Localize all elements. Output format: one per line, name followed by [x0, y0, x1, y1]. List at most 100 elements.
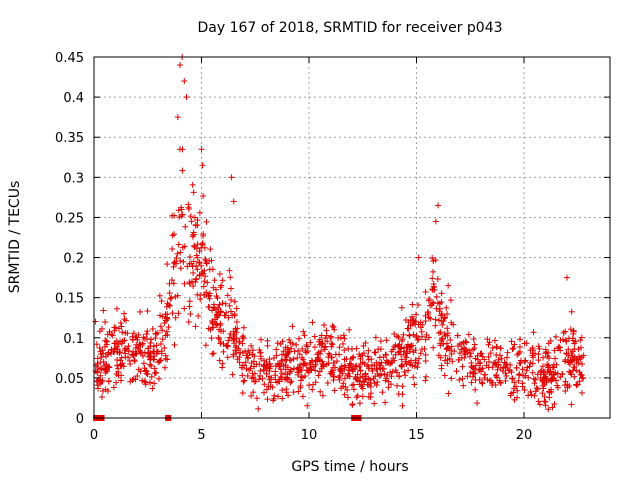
data-point [162, 311, 169, 318]
data-point [248, 342, 255, 349]
data-point [395, 334, 402, 341]
data-point [227, 308, 234, 315]
data-point [371, 349, 378, 356]
data-point [465, 331, 472, 338]
data-point [278, 357, 285, 364]
data-point [394, 382, 401, 389]
data-point [238, 364, 245, 371]
data-point [561, 382, 568, 389]
data-point [407, 322, 414, 329]
data-point [395, 342, 402, 349]
data-point [470, 368, 477, 375]
data-point [356, 351, 363, 358]
data-point [297, 361, 304, 368]
data-point [455, 356, 462, 363]
data-point [189, 181, 196, 188]
data-point [264, 396, 271, 403]
data-point [277, 366, 284, 373]
data-point [150, 356, 157, 363]
data-point [410, 331, 417, 338]
data-point [280, 363, 287, 370]
data-point [441, 331, 448, 338]
data-point [232, 347, 239, 354]
data-point [146, 379, 153, 386]
data-point [494, 366, 501, 373]
data-point [219, 300, 226, 307]
data-point [167, 295, 174, 302]
data-point [150, 343, 157, 350]
data-point [233, 305, 240, 312]
data-point [530, 375, 537, 382]
data-point [559, 336, 566, 343]
data-point [545, 349, 552, 356]
data-point [146, 361, 153, 368]
data-point [119, 338, 126, 345]
x-tick-label: 15 [408, 428, 425, 443]
data-point [275, 393, 282, 400]
data-point [573, 356, 580, 363]
data-point [227, 274, 234, 281]
data-point [115, 365, 122, 372]
data-point [331, 387, 338, 394]
data-point [365, 347, 372, 354]
data-point [280, 348, 287, 355]
data-point [248, 375, 255, 382]
data-point [435, 330, 442, 337]
data-point [289, 340, 296, 347]
data-point [301, 332, 308, 339]
data-point [525, 392, 532, 399]
data-point [196, 259, 203, 266]
data-point [577, 337, 584, 344]
data-point [365, 356, 372, 363]
data-point [164, 300, 171, 307]
data-point [188, 278, 195, 285]
data-point [565, 335, 572, 342]
data-point [357, 355, 364, 362]
data-point [341, 375, 348, 382]
data-point [323, 332, 330, 339]
data-point [272, 372, 279, 379]
data-point [286, 357, 293, 364]
data-point [113, 379, 120, 386]
data-point [285, 349, 292, 356]
data-point [359, 393, 366, 400]
data-point [142, 379, 149, 386]
data-point [495, 356, 502, 363]
data-point [247, 365, 254, 372]
data-point [503, 361, 510, 368]
plot-frame [93, 56, 611, 419]
data-point [182, 223, 189, 230]
data-point [429, 254, 436, 261]
data-point [277, 341, 284, 348]
data-point [554, 382, 561, 389]
data-point [530, 329, 537, 336]
data-point [389, 368, 396, 375]
data-point [470, 336, 477, 343]
data-point [113, 305, 120, 312]
data-point [248, 392, 255, 399]
data-point [573, 367, 580, 374]
data-point [157, 323, 164, 330]
data-point [463, 347, 470, 354]
data-point [201, 278, 208, 285]
data-point [539, 390, 546, 397]
data-point [103, 341, 110, 348]
data-point [173, 255, 180, 262]
data-point [93, 341, 100, 348]
data-point [430, 344, 437, 351]
data-point [255, 405, 262, 412]
data-point [117, 377, 124, 384]
data-point [337, 334, 344, 341]
data-point [479, 380, 486, 387]
data-point [250, 389, 257, 396]
data-point [275, 378, 282, 385]
data-point [534, 371, 541, 378]
data-point [572, 338, 579, 345]
data-point [287, 368, 294, 375]
data-point [240, 333, 247, 340]
data-point [519, 366, 526, 373]
data-point [371, 362, 378, 369]
data-point [297, 384, 304, 391]
data-point [545, 364, 552, 371]
data-point [163, 303, 170, 310]
